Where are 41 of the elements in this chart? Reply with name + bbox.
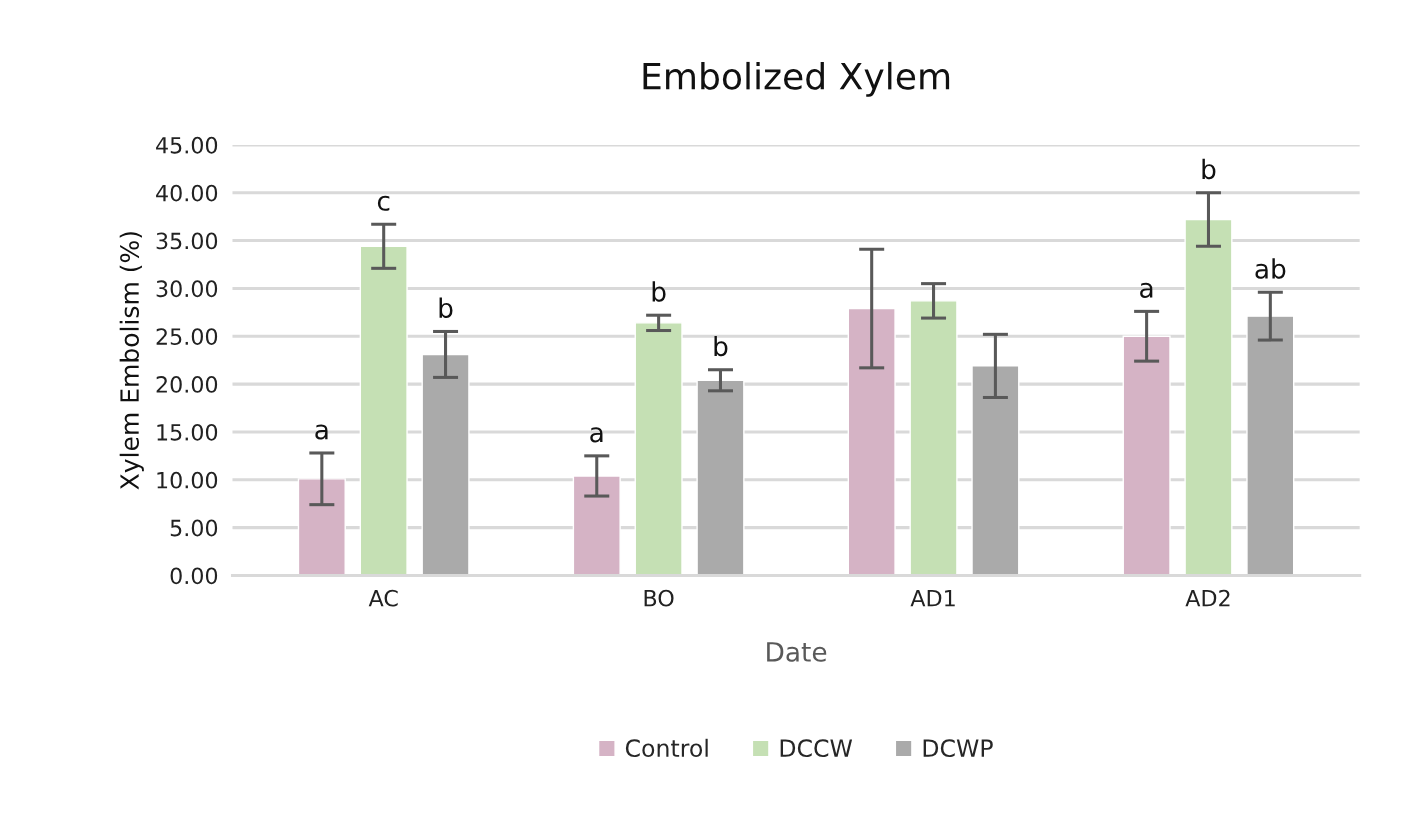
data-label: c: [377, 195, 390, 211]
y-tick-label: 0.00: [170, 567, 218, 585]
y-tick-label: 25.00: [156, 328, 218, 346]
legend-label: Control: [625, 738, 708, 758]
data-label: a: [1140, 282, 1153, 298]
legend-label: DCWP: [923, 739, 993, 758]
y-tick-label: 45.00: [156, 136, 218, 154]
legend-label: DCCW: [780, 739, 853, 758]
y-tick-label: 15.00: [157, 423, 218, 441]
bar: [971, 365, 1020, 576]
bar: [421, 353, 470, 576]
x-tick-label: BO: [644, 589, 674, 607]
chart-title: Embolized Xylem: [643, 61, 950, 97]
y-tick-label: 10.00: [157, 471, 218, 489]
data-label: a: [590, 427, 603, 443]
x-tick-label: AD2: [1185, 589, 1230, 607]
y-tick-label: 35.00: [156, 232, 218, 250]
data-label: a: [315, 424, 328, 440]
y-tick-label: 30.00: [156, 280, 218, 298]
data-label: b: [652, 281, 666, 302]
data-label: b: [714, 335, 728, 357]
bar: [909, 300, 958, 576]
bar: [572, 475, 621, 576]
bar: [847, 307, 896, 576]
x-tick-label: AD1: [910, 590, 955, 607]
data-label: b: [439, 297, 453, 319]
y-tick-label: 5.00: [170, 519, 218, 537]
y-tick-label: 40.00: [156, 184, 218, 202]
bar: [1122, 335, 1171, 576]
bar: [634, 322, 683, 576]
data-label: b: [1202, 158, 1216, 180]
bar: [1184, 218, 1233, 576]
bar: [359, 245, 408, 576]
x-tick-label: AC: [368, 589, 398, 607]
bar: [297, 478, 346, 576]
y-tick-label: 20.00: [156, 376, 218, 393]
x-axis-title: Date: [767, 642, 827, 662]
bar: [1246, 315, 1295, 576]
data-label: ab: [1255, 258, 1286, 279]
y-axis-title: Xylem Embolism (%): [119, 232, 144, 490]
bar: [696, 379, 745, 576]
